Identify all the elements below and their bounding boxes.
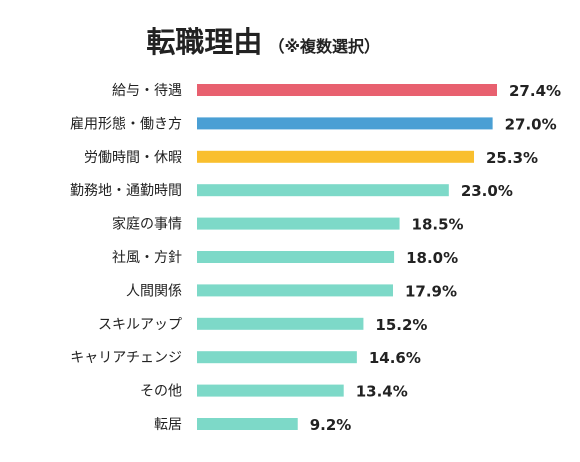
category-label: 転居 [154, 417, 182, 433]
chart-title-main: 転職理由 [146, 25, 262, 59]
bar [197, 117, 493, 130]
bar [197, 418, 298, 430]
category-label: 人間関係 [126, 283, 182, 299]
bar-row: 社風・方針 18.0% [112, 249, 458, 267]
bar-row: 人間関係 17.9% [126, 282, 457, 300]
bar-row: 労働時間・休暇 25.3% [84, 149, 538, 167]
category-label: 雇用形態・働き方 [70, 115, 182, 132]
value-label: 17.9% [405, 282, 457, 300]
category-label: その他 [140, 384, 182, 400]
value-label: 23.0% [461, 182, 513, 200]
bar [197, 284, 393, 297]
value-label: 27.0% [505, 115, 557, 133]
category-label: スキルアップ [98, 317, 182, 333]
value-label: 25.3% [486, 149, 538, 167]
bar [197, 217, 400, 230]
bar-row: キャリアチェンジ 14.6% [70, 349, 421, 367]
category-label: キャリアチェンジ [70, 350, 182, 366]
bar-row: 勤務地・通勤時間 23.0% [70, 182, 513, 200]
category-label: 社風・方針 [112, 250, 182, 266]
chart-title: 転職理由 （※複数選択） [146, 25, 380, 59]
bar-row: 家庭の事情 18.5% [112, 216, 464, 234]
chart-subtitle: （※複数選択） [268, 37, 380, 56]
category-label: 労働時間・休暇 [84, 150, 182, 166]
category-label: 給与・待遇 [112, 83, 182, 99]
bar [197, 184, 449, 197]
bar-row: 転居 9.2% [154, 416, 351, 434]
value-label: 15.2% [375, 316, 427, 334]
bar-row: 給与・待遇 27.4% [112, 82, 561, 100]
value-label: 27.4% [509, 82, 561, 100]
bar [197, 251, 395, 263]
value-label: 13.4% [356, 383, 408, 401]
category-label: 勤務地・通勤時間 [70, 183, 182, 199]
value-label: 18.5% [412, 216, 464, 234]
bar [197, 317, 364, 330]
bar [197, 84, 497, 96]
bar-row: その他 13.4% [140, 383, 408, 401]
bar [197, 351, 357, 364]
bars-group: 給与・待遇 27.4% 雇用形態・働き方 27.0% 労働時間・休暇 25.3% 勤務地・通… [70, 82, 561, 434]
value-label: 18.0% [406, 249, 458, 267]
bar [197, 150, 475, 163]
bar-row: スキルアップ 15.2% [98, 316, 427, 334]
bar [197, 384, 344, 397]
bar-row: 雇用形態・働き方 27.0% [70, 115, 557, 133]
category-label: 家庭の事情 [112, 216, 182, 233]
value-label: 14.6% [369, 349, 421, 367]
value-label: 9.2% [310, 416, 352, 434]
